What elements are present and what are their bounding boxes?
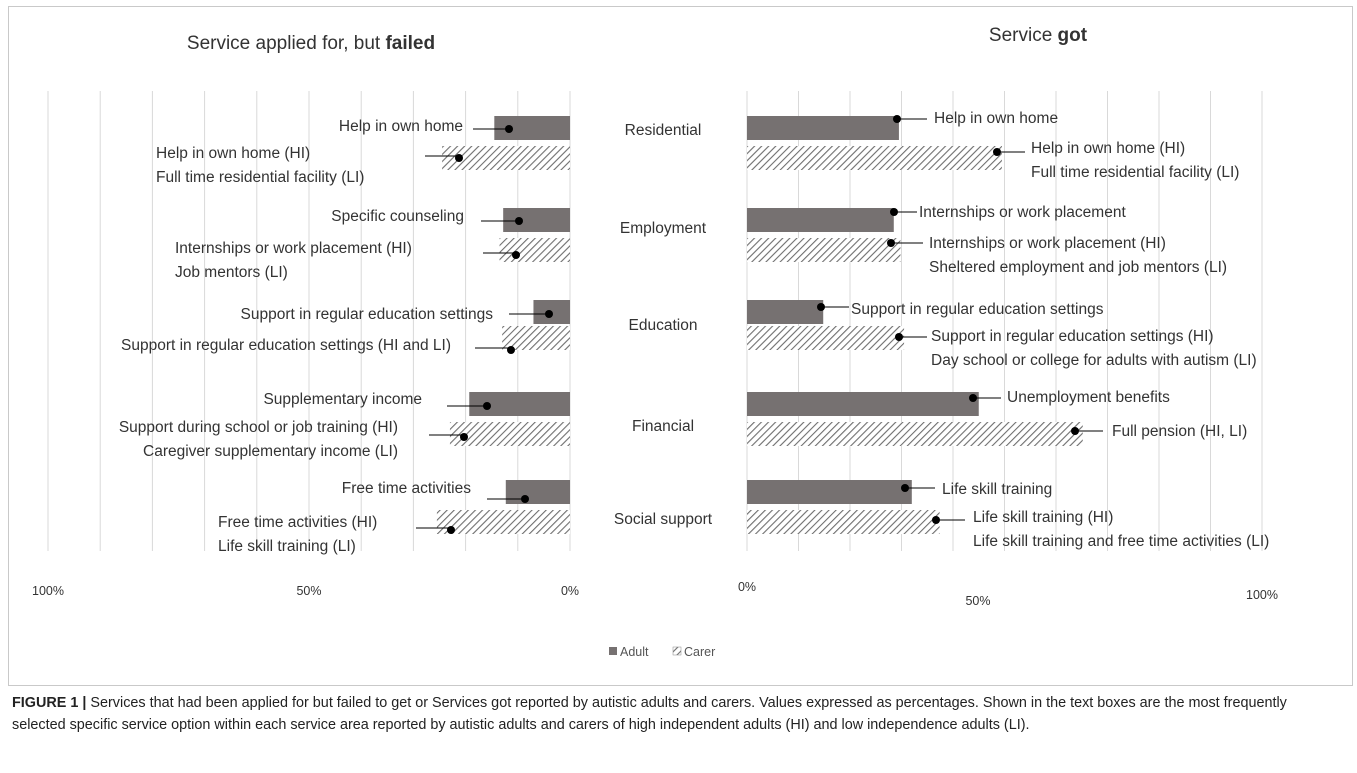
left-carer-annotation: Full time residential facility (LI) <box>156 169 364 186</box>
annotation-dot <box>893 115 901 123</box>
left-adult-annotation: Help in own home <box>339 118 463 135</box>
annotation-dot <box>887 239 895 247</box>
right-carer-bar <box>747 326 905 350</box>
annotation-dot <box>969 394 977 402</box>
left-adult-annotation: Specific counseling <box>331 208 464 225</box>
left-carer-bar <box>436 510 570 534</box>
legend-carer-label: Carer <box>684 645 715 659</box>
legend-adult-swatch <box>609 647 617 655</box>
annotation-dot <box>817 303 825 311</box>
left-carer-annotation: Help in own home (HI) <box>156 145 310 162</box>
left-carer-bar <box>449 422 570 446</box>
figure-frame: Help in own home Help in own home (HI) Ful… <box>8 6 1353 686</box>
left-adult-annotation: Support in regular education settings <box>241 306 494 323</box>
annotation-dot <box>993 148 1001 156</box>
right-carer-annotation: Full time residential facility (LI) <box>1031 164 1239 181</box>
right-adult-annotation: Unemployment benefits <box>1007 389 1170 406</box>
left-x-tick-label: 50% <box>296 584 321 598</box>
annotation-dot <box>447 526 455 534</box>
left-chart-title: Service applied for, but failed <box>187 33 435 54</box>
right-carer-annotation: Day school or college for adults with au… <box>931 352 1257 369</box>
annotation-dot <box>505 125 513 133</box>
right-chart-title: Service got <box>989 25 1088 46</box>
right-adult-annotation: Support in regular education settings <box>851 301 1104 318</box>
right-carer-bar <box>747 510 940 534</box>
left-carer-bar <box>502 326 570 350</box>
right-carer-bar <box>747 238 901 262</box>
right-carer-annotation: Internships or work placement (HI) <box>929 235 1166 252</box>
right-adult-annotation: Life skill training <box>942 481 1052 498</box>
left-carer-annotation: Caregiver supplementary income (LI) <box>143 443 398 460</box>
category-label: Education <box>629 317 698 334</box>
legend-carer-swatch <box>672 646 682 656</box>
left-carer-annotation: Support in regular education settings (H… <box>121 337 451 354</box>
right-carer-annotation: Full pension (HI, LI) <box>1112 423 1247 440</box>
annotation-dot <box>890 208 898 216</box>
left-carer-annotation: Free time activities (HI) <box>218 514 377 531</box>
category-label: Social support <box>614 511 713 528</box>
annotation-dot <box>895 333 903 341</box>
category-label: Employment <box>620 220 707 237</box>
figure-caption: FIGURE 1 | Services that had been applie… <box>12 692 1342 736</box>
right-carer-annotation: Help in own home (HI) <box>1031 140 1185 157</box>
annotation-dot <box>515 217 523 225</box>
category-label: Residential <box>625 122 702 139</box>
caption-label: FIGURE 1 | <box>12 695 87 711</box>
left-carer-annotation: Support during school or job training (H… <box>119 419 398 436</box>
right-carer-annotation: Sheltered employment and job mentors (LI… <box>929 259 1227 276</box>
annotation-dot <box>1071 427 1079 435</box>
right-carer-annotation: Support in regular education settings (H… <box>931 328 1214 345</box>
left-carer-annotation: Life skill training (LI) <box>218 538 356 555</box>
left-adult-bar <box>503 208 570 232</box>
annotation-dot <box>455 154 463 162</box>
legend-adult-label: Adult <box>620 645 649 659</box>
left-adult-annotation: Supplementary income <box>263 391 422 408</box>
annotation-dot <box>460 433 468 441</box>
right-carer-annotation: Life skill training and free time activi… <box>973 533 1269 550</box>
right-adult-bar <box>747 300 824 324</box>
right-adult-bar <box>747 116 899 140</box>
left-adult-bar <box>505 480 570 504</box>
right-carer-bar <box>747 146 1002 170</box>
right-adult-bar <box>747 480 912 504</box>
right-adult-bar <box>747 208 894 232</box>
annotation-dot <box>507 346 515 354</box>
right-x-tick-label: 0% <box>738 580 756 594</box>
annotation-dot <box>545 310 553 318</box>
right-x-tick-label: 50% <box>965 594 990 608</box>
right-carer-annotation: Life skill training (HI) <box>973 509 1113 526</box>
category-label: Financial <box>632 418 694 435</box>
right-adult-annotation: Help in own home <box>934 110 1058 127</box>
left-x-tick-label: 0% <box>561 584 579 598</box>
annotation-dot <box>521 495 529 503</box>
annotation-dot <box>901 484 909 492</box>
annotation-dot <box>483 402 491 410</box>
right-x-tick-label: 100% <box>1246 588 1278 602</box>
right-adult-annotation: Internships or work placement <box>919 204 1126 221</box>
right-carer-bar <box>747 422 1083 446</box>
annotation-dot <box>932 516 940 524</box>
chart-svg: Help in own home Help in own home (HI) Ful… <box>32 25 1278 659</box>
left-adult-annotation: Free time activities <box>342 480 471 497</box>
left-carer-annotation: Job mentors (LI) <box>175 264 288 281</box>
left-carer-annotation: Internships or work placement (HI) <box>175 240 412 257</box>
right-adult-bar <box>747 392 979 416</box>
left-x-tick-label: 100% <box>32 584 64 598</box>
caption-text: Services that had been applied for but f… <box>12 695 1287 733</box>
annotation-dot <box>512 251 520 259</box>
left-carer-bar <box>499 238 570 262</box>
left-carer-bar <box>442 146 570 170</box>
